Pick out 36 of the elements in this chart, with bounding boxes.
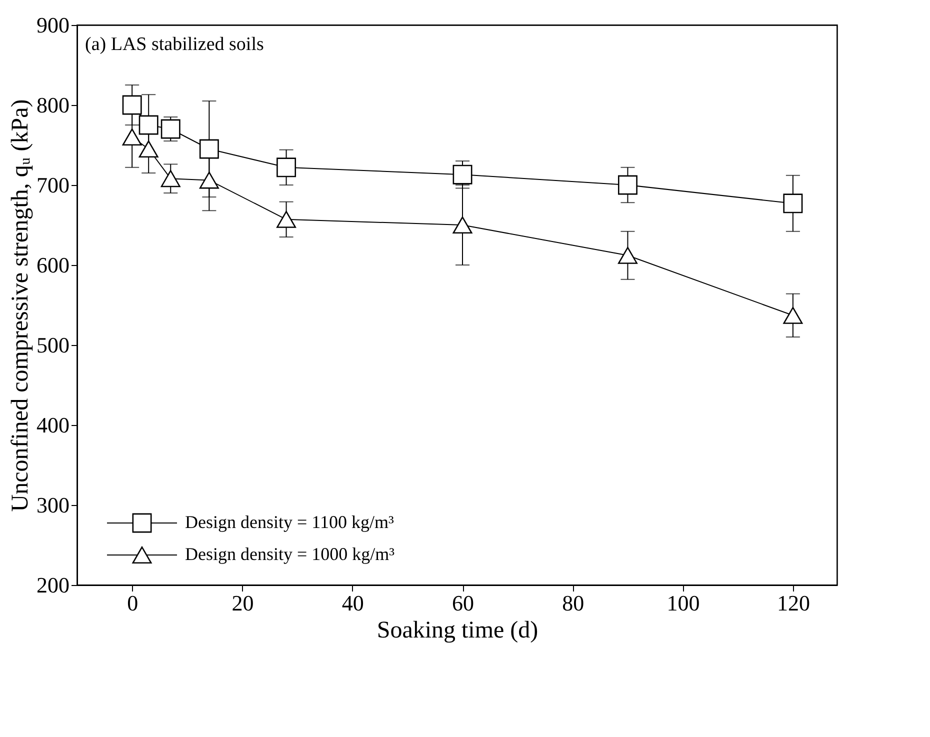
y-tick-label: 800 bbox=[36, 92, 70, 118]
point bbox=[618, 246, 638, 264]
y-tick-label: 500 bbox=[36, 332, 70, 358]
y-tick-label: 400 bbox=[36, 412, 70, 438]
point bbox=[160, 170, 180, 188]
y-tick-label: 900 bbox=[36, 12, 70, 38]
y-tick-label: 600 bbox=[36, 252, 70, 278]
point bbox=[138, 140, 158, 158]
legend-label: Design density = 1000 kg/m³ bbox=[185, 544, 396, 564]
point bbox=[452, 216, 472, 234]
point bbox=[276, 158, 296, 178]
point bbox=[138, 115, 158, 135]
point bbox=[160, 119, 180, 139]
point bbox=[199, 172, 219, 189]
y-axis-title: Unconfined compressive strength, qᵤ (kPa) bbox=[8, 99, 34, 512]
y-tick-label: 700 bbox=[36, 172, 70, 198]
y-tick-label: 200 bbox=[36, 572, 70, 598]
point bbox=[783, 306, 803, 324]
point bbox=[122, 128, 142, 146]
x-tick-label: 120 bbox=[776, 590, 810, 616]
legend-label: Design density = 1100 kg/m³ bbox=[185, 512, 394, 532]
annotation: (a) LAS stabilized soils bbox=[85, 34, 264, 55]
x-axis-title: Soaking time (d) bbox=[376, 618, 538, 644]
x-tick-label: 80 bbox=[562, 590, 584, 616]
point bbox=[618, 175, 638, 195]
x-tick-label: 20 bbox=[232, 590, 254, 616]
y-tick-label: 300 bbox=[36, 492, 70, 518]
x-tick-label: 40 bbox=[342, 590, 364, 616]
point bbox=[199, 139, 219, 159]
x-tick-label: 100 bbox=[666, 590, 700, 616]
point bbox=[452, 164, 472, 184]
point bbox=[122, 95, 142, 115]
x-tick-label: 0 bbox=[127, 590, 138, 616]
point bbox=[276, 210, 296, 228]
point bbox=[783, 194, 803, 214]
x-tick-label: 60 bbox=[452, 590, 474, 616]
